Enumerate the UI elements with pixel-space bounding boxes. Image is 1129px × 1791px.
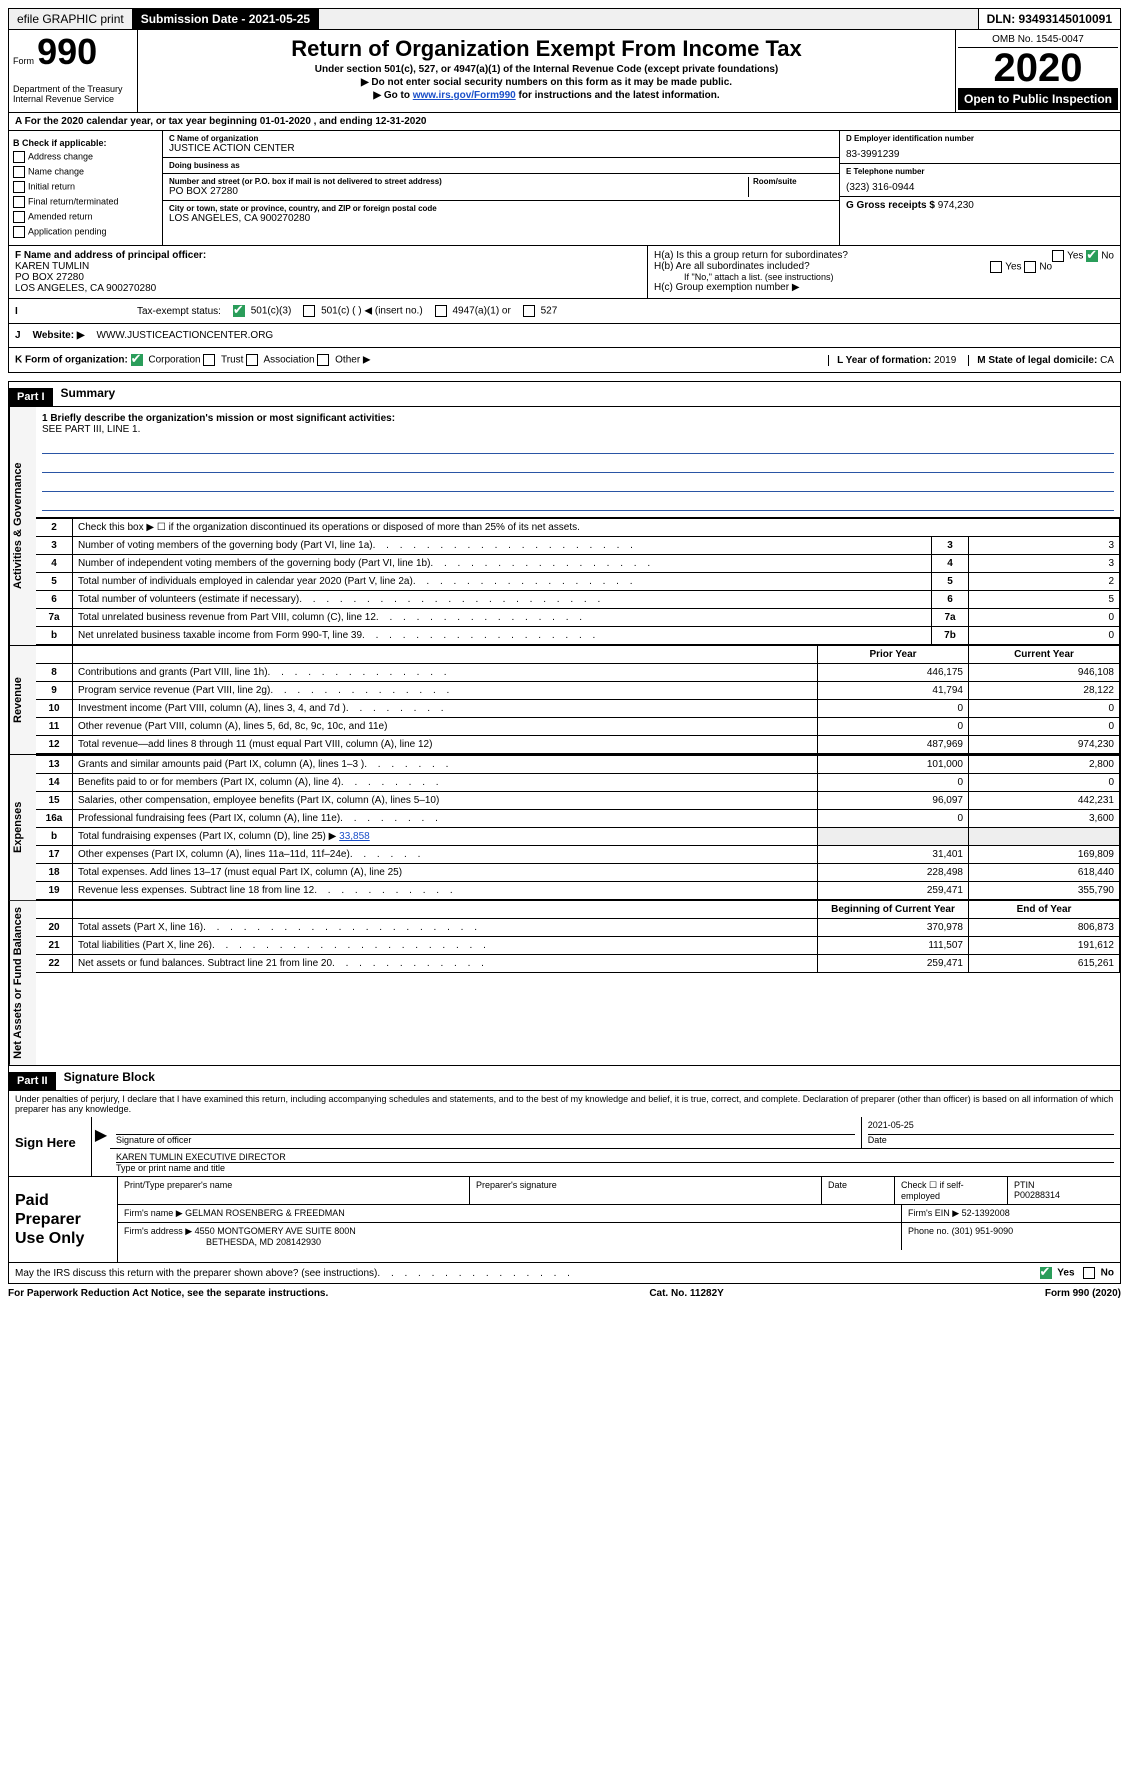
top-bar: efile GRAPHIC print Submission Date - 20…	[8, 8, 1121, 30]
tax-year: 2020	[958, 48, 1118, 88]
ptin: P00288314	[1014, 1190, 1060, 1200]
side-label-revenue: Revenue	[9, 646, 36, 754]
section-governance: Activities & Governance 1 Briefly descri…	[8, 407, 1121, 646]
firm-address: 4550 MONTGOMERY AVE SUITE 800N	[195, 1226, 356, 1236]
signature-date: 2021-05-25	[868, 1120, 1114, 1135]
city-state-zip: LOS ANGELES, CA 900270280	[169, 213, 833, 224]
form-header: Form 990 Department of the Treasury Inte…	[8, 30, 1121, 113]
dept-treasury: Department of the Treasury Internal Reve…	[13, 84, 133, 104]
side-label-net-assets: Net Assets or Fund Balances	[9, 901, 36, 1065]
block-deg: D Employer identification number 83-3991…	[839, 131, 1120, 245]
telephone: (323) 316-0944	[846, 182, 1114, 193]
footer-bar: For Paperwork Reduction Act Notice, see …	[8, 1284, 1121, 1303]
net-assets-table: Beginning of Current YearEnd of Year 20T…	[36, 901, 1120, 973]
block-c: C Name of organization JUSTICE ACTION CE…	[163, 131, 839, 245]
form-number-block: Form 990 Department of the Treasury Inte…	[9, 30, 138, 112]
mission-text: SEE PART III, LINE 1.	[42, 424, 140, 435]
paid-preparer-label: Paid Preparer Use Only	[9, 1177, 118, 1263]
block-h: H(a) Is this a group return for subordin…	[648, 246, 1120, 298]
firm-name: GELMAN ROSENBERG & FREEDMAN	[185, 1208, 345, 1218]
dln: DLN: 93493145010091	[978, 9, 1120, 29]
arrow-icon: ▶	[92, 1117, 110, 1176]
subtitle-1: Under section 501(c), 527, or 4947(a)(1)…	[142, 64, 951, 75]
year-box: OMB No. 1545-0047 2020 Open to Public In…	[956, 30, 1120, 112]
entity-info-grid: B Check if applicable: Address change Na…	[8, 131, 1121, 246]
perjury-statement: Under penalties of perjury, I declare th…	[8, 1091, 1121, 1117]
k-l-m-row: K Form of organization: Corporation Trus…	[8, 348, 1121, 373]
officer-name: KAREN TUMLIN	[15, 261, 641, 272]
expenses-table: 13Grants and similar amounts paid (Part …	[36, 755, 1120, 900]
instructions-link[interactable]: www.irs.gov/Form990	[413, 90, 516, 101]
block-b: B Check if applicable: Address change Na…	[9, 131, 163, 245]
section-expenses: Expenses 13Grants and similar amounts pa…	[8, 755, 1121, 901]
block-f: F Name and address of principal officer:…	[9, 246, 648, 298]
form-footer: Form 990 (2020)	[1045, 1288, 1121, 1299]
section-revenue: Revenue Prior YearCurrent Year 8Contribu…	[8, 646, 1121, 755]
street-address: PO BOX 27280	[169, 186, 748, 197]
pra-notice: For Paperwork Reduction Act Notice, see …	[8, 1288, 328, 1299]
governance-table: 2Check this box ▶ ☐ if the organization …	[36, 518, 1120, 645]
open-to-public: Open to Public Inspection	[958, 88, 1118, 110]
firm-ein: 52-1392008	[962, 1208, 1010, 1218]
sign-here-label: Sign Here	[9, 1117, 92, 1176]
block-b-label: B Check if applicable:	[13, 138, 158, 148]
website-url: WWW.JUSTICEACTIONCENTER.ORG	[97, 330, 274, 341]
fundraising-link[interactable]: 33,858	[339, 831, 370, 842]
side-label-governance: Activities & Governance	[9, 407, 36, 645]
state-domicile: CA	[1100, 355, 1114, 366]
discuss-row: May the IRS discuss this return with the…	[8, 1263, 1121, 1284]
website-row: J Website: ▶ WWW.JUSTICEACTIONCENTER.ORG	[8, 324, 1121, 348]
form-number: 990	[37, 31, 97, 72]
subtitle-2: ▶ Do not enter social security numbers o…	[142, 77, 951, 88]
efile-label[interactable]: efile GRAPHIC print	[9, 9, 133, 29]
title-block: Return of Organization Exempt From Incom…	[138, 30, 956, 112]
tax-exempt-status-row: I Tax-exempt status: 501(c)(3) 501(c) ( …	[8, 299, 1121, 324]
gross-receipts: 974,230	[938, 200, 974, 211]
side-label-expenses: Expenses	[9, 755, 36, 900]
mission-block: 1 Briefly describe the organization's mi…	[36, 407, 1120, 518]
row-f-h: F Name and address of principal officer:…	[8, 246, 1121, 299]
paid-preparer-block: Paid Preparer Use Only Print/Type prepar…	[8, 1177, 1121, 1264]
checkbox-501c3[interactable]	[233, 305, 245, 317]
subtitle-3: ▶ Go to www.irs.gov/Form990 for instruct…	[142, 90, 951, 101]
part2-header: Part II Signature Block	[8, 1066, 1121, 1091]
revenue-table: Prior YearCurrent Year 8Contributions an…	[36, 646, 1120, 754]
part1-header: Part I Summary	[8, 381, 1121, 407]
submission-date: Submission Date - 2021-05-25	[133, 9, 319, 29]
firm-phone: (301) 951-9090	[952, 1226, 1014, 1236]
ein: 83-3991239	[846, 149, 1114, 160]
form-title: Return of Organization Exempt From Incom…	[142, 36, 951, 62]
line-a: A For the 2020 calendar year, or tax yea…	[8, 113, 1121, 131]
checkbox-discuss-yes[interactable]	[1040, 1267, 1052, 1279]
org-name: JUSTICE ACTION CENTER	[169, 143, 833, 154]
officer-typed-name: KAREN TUMLIN EXECUTIVE DIRECTOR	[116, 1152, 1114, 1163]
catalog-number: Cat. No. 11282Y	[649, 1288, 723, 1299]
form-label: Form	[13, 56, 34, 66]
year-formation: 2019	[934, 355, 956, 366]
sign-here-block: Sign Here ▶ Signature of officer 2021-05…	[8, 1117, 1121, 1177]
section-net-assets: Net Assets or Fund Balances Beginning of…	[8, 901, 1121, 1066]
